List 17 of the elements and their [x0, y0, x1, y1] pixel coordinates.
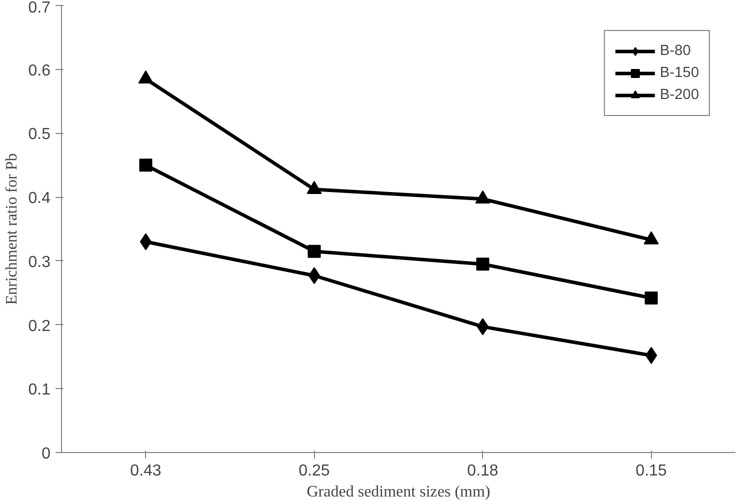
- legend-label: B-200: [660, 87, 699, 103]
- y-tick-label: 0.6: [28, 62, 51, 80]
- x-tick-label: 0.18: [467, 462, 498, 480]
- x-axis-title: Graded sediment sizes (mm): [306, 484, 490, 500]
- x-tick-label: 0.15: [636, 462, 667, 480]
- y-tick-label: 0.4: [28, 190, 51, 208]
- y-tick-label: 0.1: [28, 382, 51, 399]
- legend-label: B-80: [660, 43, 691, 59]
- y-axis-title: Enrichment ratio for Pb: [3, 153, 20, 305]
- legend-label: B-150: [660, 65, 699, 81]
- x-tick-label: 0.25: [298, 462, 330, 480]
- y-tick-label: 0: [42, 446, 51, 462]
- y-tick-label: 0.7: [28, 0, 51, 16]
- x-tick-label: 0.43: [130, 462, 162, 480]
- y-tick-label: 0.3: [28, 254, 51, 271]
- y-tick-label: 0.5: [28, 126, 51, 144]
- y-tick-label: 0.2: [28, 318, 51, 335]
